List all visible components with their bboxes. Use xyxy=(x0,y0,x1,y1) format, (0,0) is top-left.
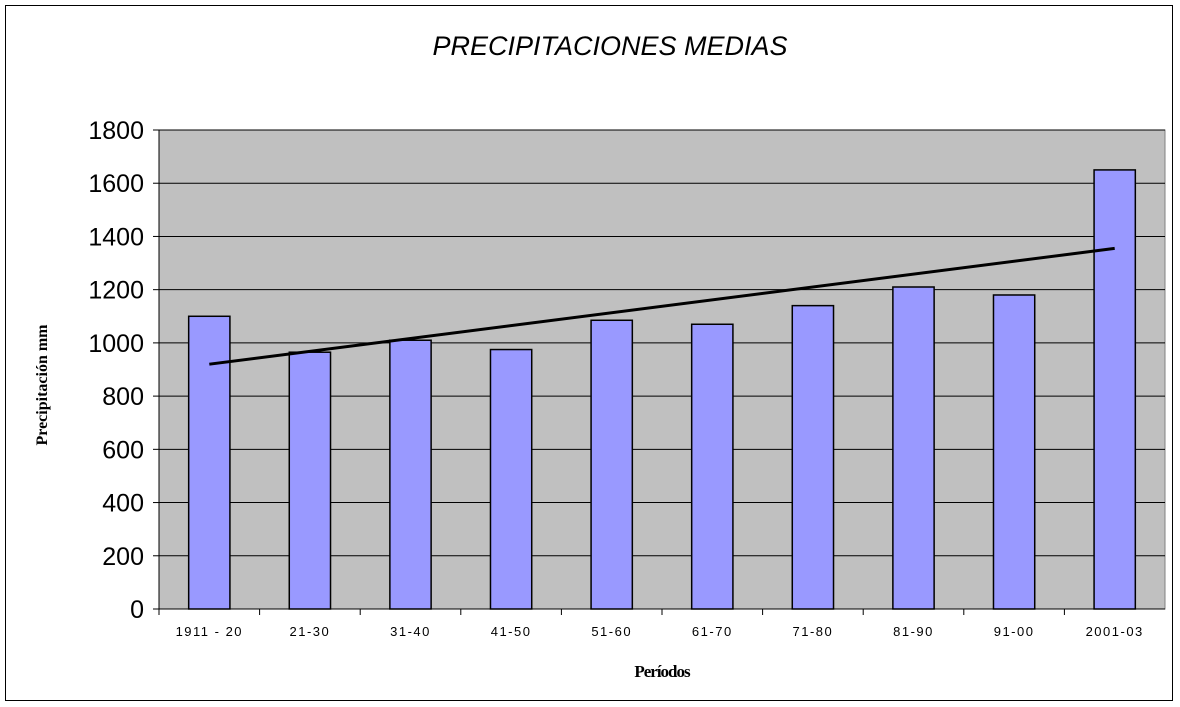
bar xyxy=(1093,169,1137,610)
y-axis-label: Precipitación mm xyxy=(34,324,51,446)
x-tick-label: 2001-03 xyxy=(1086,624,1144,639)
y-tick-label: 1800 xyxy=(88,117,144,145)
y-tick-label: 400 xyxy=(102,490,144,518)
bar xyxy=(187,315,231,610)
bar xyxy=(690,323,734,610)
x-tick-label: 21-30 xyxy=(290,624,331,639)
x-axis-ticks: 1911 - 20 21-30 31-40 41-50 51-60 61-70 71-80 8… xyxy=(158,609,1144,639)
x-tick-label: 1911 - 20 xyxy=(176,624,243,639)
y-tick-label: 600 xyxy=(102,436,144,464)
y-tick-label: 200 xyxy=(102,543,144,571)
y-tick-label: 1200 xyxy=(88,277,144,305)
bar xyxy=(791,304,835,610)
bar xyxy=(288,351,332,610)
y-tick-label: 1600 xyxy=(88,170,144,198)
x-tick-label: 71-80 xyxy=(793,624,834,639)
x-axis-label: Períodos xyxy=(634,662,691,681)
bar xyxy=(590,319,634,610)
bar xyxy=(992,294,1036,610)
y-tick-label: 800 xyxy=(102,383,144,411)
x-tick-label: 81-90 xyxy=(893,624,934,639)
x-tick-label: 51-60 xyxy=(591,624,632,639)
x-tick-label: 61-70 xyxy=(692,624,733,639)
trend-line xyxy=(209,246,1115,366)
x-tick-label: 91-00 xyxy=(994,624,1035,639)
y-tick-label: 1000 xyxy=(88,330,144,358)
bar xyxy=(389,339,432,610)
y-tick-label: 0 xyxy=(130,596,144,624)
y-tick-label: 1400 xyxy=(88,223,144,251)
chart-title: PRECIPITACIONES MEDIAS xyxy=(432,31,787,61)
bar xyxy=(892,286,935,610)
x-tick-label: 31-40 xyxy=(390,624,431,639)
y-axis-ticks: 0 200 400 600 800 1000 1200 1400 1600 1800 xyxy=(88,117,159,624)
x-tick-label: 41-50 xyxy=(491,624,532,639)
bars xyxy=(187,169,1137,610)
bar xyxy=(489,348,533,610)
